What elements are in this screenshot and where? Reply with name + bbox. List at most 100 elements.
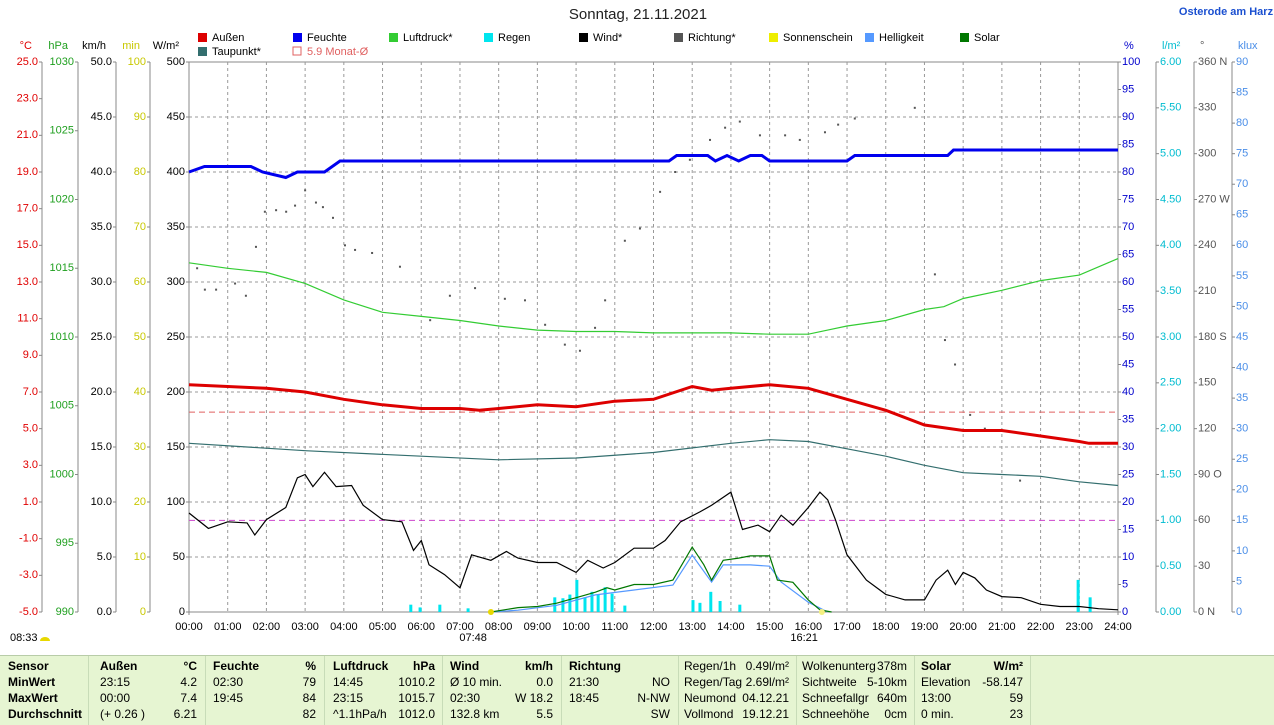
y-tick-label: 180 S — [1198, 331, 1227, 343]
x-tick-label: 11:00 — [601, 621, 628, 633]
dot — [913, 106, 916, 109]
table-cell: NO — [652, 675, 670, 689]
dot — [234, 282, 237, 285]
x-tick-label: 00:00 — [175, 621, 203, 633]
y-tick-label: 5 — [1122, 578, 1128, 590]
dot — [523, 299, 526, 302]
table-header: Wolkenunterg — [802, 659, 876, 673]
x-tick-label: 22:00 — [1027, 621, 1055, 633]
legend-label: 5.9 Monat-Ø — [307, 46, 369, 58]
y-tick-label: -1.0 — [19, 533, 38, 545]
x-tick-label: 17:00 — [833, 621, 861, 633]
legend-swatch — [579, 33, 588, 42]
axis-unit: km/h — [82, 40, 106, 52]
y-tick-label: -3.0 — [19, 569, 38, 581]
axis-unit: l/m² — [1162, 40, 1181, 52]
dot — [688, 158, 691, 161]
y-tick-label: 25 — [1122, 468, 1134, 480]
dot — [304, 189, 307, 192]
x-tick-label: 04:00 — [330, 621, 358, 633]
y-tick-label: 45 — [1236, 331, 1248, 343]
y-tick-label: 35 — [1236, 392, 1248, 404]
table-cell: 1015.7 — [398, 691, 435, 705]
table-cell: 1010.2 — [398, 675, 435, 689]
y-tick-label: 60 — [1122, 276, 1134, 288]
y-tick-label: 450 — [167, 111, 185, 123]
dot — [954, 363, 957, 366]
bar — [738, 604, 742, 612]
y-tick-label: 990 — [56, 606, 74, 618]
bar — [691, 600, 695, 612]
legend-label: Luftdruck* — [403, 32, 453, 44]
table-header: °C — [183, 659, 197, 673]
y-tick-label: -5.0 — [19, 606, 38, 618]
table-header: Richtung — [569, 659, 621, 673]
y-tick-label: 55 — [1236, 270, 1248, 282]
y-tick-label: 50 — [1236, 300, 1248, 312]
y-tick-label: 1010 — [50, 331, 74, 343]
bar — [466, 608, 470, 612]
dot — [275, 209, 278, 212]
x-tick-label: 05:00 — [369, 621, 397, 633]
y-tick-label: 0 — [1236, 606, 1242, 618]
legend-label: Sonnenschein — [783, 32, 853, 44]
y-tick-label: 15.0 — [17, 239, 38, 251]
y-tick-label: 75 — [1122, 193, 1134, 205]
table-header: Luftdruck — [333, 659, 389, 673]
bar — [610, 593, 614, 612]
separator — [88, 656, 89, 725]
chart-title: Sonntag, 21.11.2021 — [569, 6, 707, 23]
separator — [561, 656, 562, 725]
stats-table: Sensor Außen °C Feuchte% Luftdruck hPa Wind km/… — [0, 655, 1274, 725]
dot — [448, 294, 451, 297]
sun-icon — [40, 637, 50, 641]
table-cell: (+ 0.26 ) — [100, 707, 146, 721]
bar — [698, 602, 702, 612]
x-tick-label: 18:00 — [872, 621, 900, 633]
y-tick-label: 90 — [1236, 56, 1248, 68]
bar — [596, 594, 600, 612]
table-cell: N-NW — [637, 691, 670, 705]
table-cell: 13:00 — [921, 691, 952, 705]
dot — [203, 288, 206, 291]
separator — [324, 656, 325, 725]
y-tick-label: 100 — [128, 56, 146, 68]
table-cell: 18:45 — [569, 691, 600, 705]
legend-label: Regen — [498, 32, 530, 44]
x-tick-label: 01:00 — [214, 621, 242, 633]
y-tick-label: 4.00 — [1160, 239, 1181, 251]
table-cell: 00:00 — [100, 691, 131, 705]
bar — [561, 598, 565, 612]
dot — [343, 244, 346, 247]
legend-label: Richtung* — [688, 32, 736, 44]
y-tick-label: 75 — [1236, 148, 1248, 160]
x-tick-label: 06:00 — [407, 621, 435, 633]
separator — [205, 656, 206, 725]
table-cell: 19.12.21 — [742, 707, 789, 721]
y-tick-label: 15.0 — [91, 441, 112, 453]
table-cell: 4.2 — [180, 675, 197, 689]
axis-unit: ° — [1200, 40, 1204, 52]
y-tick-label: 100 — [167, 496, 185, 508]
series-line — [490, 545, 832, 613]
y-tick-label: 0.50 — [1160, 560, 1181, 572]
y-tick-label: 40 — [1122, 386, 1134, 398]
table-header: Außen — [100, 659, 138, 673]
y-tick-label: 10.0 — [91, 496, 112, 508]
table-cell: 2.69l/m² — [745, 675, 789, 689]
y-tick-label: 360 N — [1198, 56, 1227, 68]
separator — [442, 656, 443, 725]
legend-swatch — [674, 33, 683, 42]
table-cell: 23:15 — [100, 675, 131, 689]
dot — [398, 265, 401, 268]
table-header: km/h — [524, 659, 553, 673]
table-cell: 23 — [1009, 707, 1023, 721]
table-cell: Durchschnitt — [8, 707, 83, 721]
location[interactable]: Osterode am Harz — [1179, 6, 1274, 18]
y-tick-label: 60 — [1198, 514, 1210, 526]
dot — [983, 427, 986, 430]
x-tick-label: 07:00 — [446, 621, 474, 633]
dot — [285, 210, 288, 213]
dot — [943, 339, 946, 342]
y-tick-label: 45.0 — [91, 111, 112, 123]
